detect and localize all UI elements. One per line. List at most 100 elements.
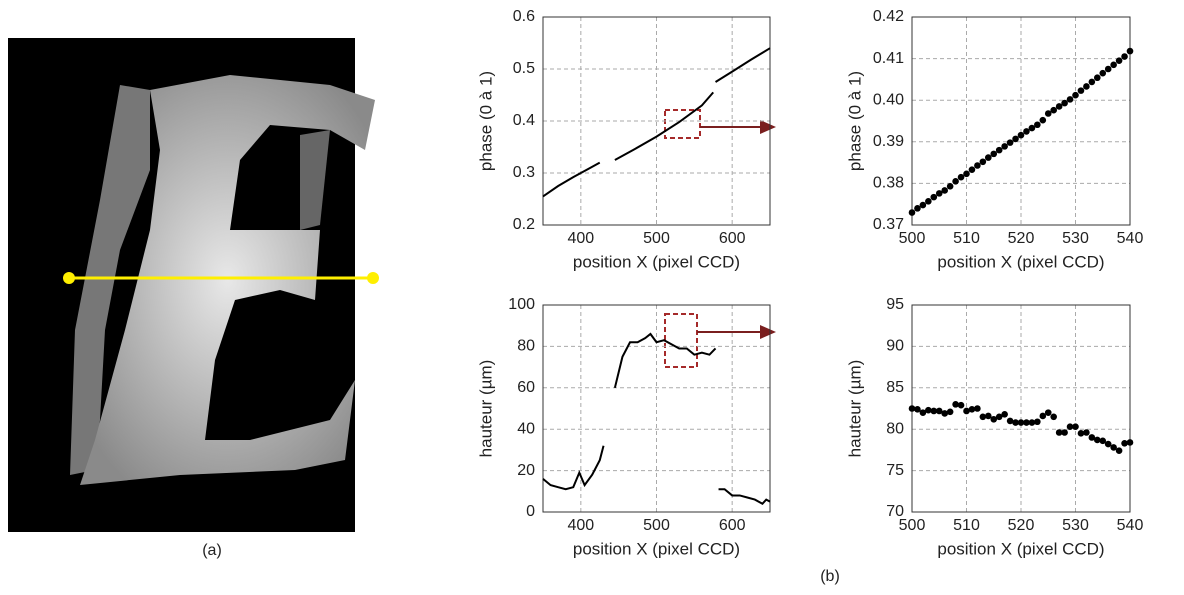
data-point (1039, 116, 1047, 124)
x-tick-label: 540 (1117, 517, 1144, 534)
data-point (990, 150, 998, 158)
data-point (963, 170, 970, 178)
data-point (1012, 135, 1019, 143)
y-tick-label: 0.37 (873, 216, 904, 233)
data-point (941, 187, 948, 194)
data-point (930, 193, 938, 201)
data-point (1034, 418, 1041, 426)
data-point (990, 415, 998, 423)
data-point (930, 407, 938, 415)
y-tick-label: 20 (517, 462, 535, 479)
x-tick-label: 500 (643, 517, 670, 534)
y-tick-label: 75 (886, 462, 904, 479)
x-axis-label: position X (pixel CCD) (937, 539, 1104, 558)
y-axis-label: phase (0 à 1) (845, 71, 864, 171)
data-point (1110, 444, 1117, 451)
data-line (542, 47, 771, 198)
data-point (946, 183, 954, 190)
data-point (995, 413, 1003, 421)
data-point (1104, 440, 1112, 448)
panel-label: (b) (820, 568, 840, 585)
x-tick-label: 400 (567, 517, 594, 534)
x-axis-label: position X (pixel CCD) (573, 252, 740, 271)
y-tick-label: 85 (886, 379, 904, 396)
y-tick-label: 90 (886, 338, 904, 355)
x-tick-label: 540 (1117, 230, 1144, 247)
data-point (935, 407, 943, 415)
data-point (1121, 439, 1128, 447)
data-point (1050, 413, 1057, 421)
data-point (1104, 65, 1112, 73)
y-tick-label: 80 (886, 420, 904, 437)
y-tick-label: 100 (508, 296, 535, 313)
y-tick-label: 0.4 (513, 112, 535, 129)
plot-frame (542, 304, 771, 513)
data-point (1077, 87, 1085, 94)
x-tick-label: 500 (899, 517, 926, 534)
plot-frame (542, 16, 771, 226)
x-tick-label: 510 (953, 230, 980, 247)
data-point (995, 146, 1003, 154)
data-point (914, 406, 921, 413)
data-point (963, 407, 970, 415)
y-tick-label: 0.38 (873, 175, 904, 192)
y-tick-label: 0.40 (873, 91, 904, 108)
data-point (952, 401, 959, 408)
data-point (1072, 91, 1079, 99)
data-point (979, 158, 987, 166)
data-point (1099, 69, 1107, 77)
data-point (1083, 429, 1090, 436)
y-tick-label: 70 (886, 503, 904, 520)
data-point (908, 209, 916, 216)
data-point (974, 162, 981, 169)
y-tick-label: 0.6 (513, 8, 535, 25)
x-tick-label: 520 (1008, 517, 1035, 534)
data-point (968, 166, 976, 173)
zoom-annotation (664, 109, 776, 368)
data-point (1126, 439, 1134, 446)
data-point (1055, 429, 1063, 436)
y-tick-label: 0.41 (873, 50, 904, 67)
y-tick-label: 0.39 (873, 133, 904, 150)
y-axis-label: hauteur (µm) (476, 360, 495, 458)
plot-frame (911, 16, 1131, 226)
data-point (1066, 423, 1074, 431)
x-tick-label: 500 (899, 230, 926, 247)
y-axis-label: phase (0 à 1) (476, 71, 495, 171)
y-tick-label: 0.5 (513, 60, 535, 77)
x-axis-label: position X (pixel CCD) (573, 539, 740, 558)
data-point (1066, 96, 1074, 103)
data-point (1044, 110, 1052, 117)
data-point (1110, 61, 1117, 69)
data-point (1115, 57, 1123, 64)
y-tick-label: 80 (517, 338, 535, 355)
data-point (935, 190, 943, 197)
y-tick-label: 0.3 (513, 164, 535, 181)
y-tick-label: 40 (517, 420, 535, 437)
x-tick-label: 530 (1062, 230, 1089, 247)
data-point (1083, 83, 1090, 90)
data-point (985, 154, 992, 161)
data-point (974, 405, 981, 412)
data-point (1050, 106, 1057, 114)
data-point (925, 406, 932, 414)
y-tick-label: 0.42 (873, 8, 904, 25)
x-tick-label: 600 (719, 517, 746, 534)
data-point (925, 197, 932, 205)
y-tick-label: 95 (886, 296, 904, 313)
data-point (1072, 423, 1079, 431)
data-point (979, 413, 987, 421)
data-point (1023, 128, 1030, 135)
data-point (1061, 429, 1068, 436)
photo (8, 38, 379, 532)
y-tick-label: 0 (526, 503, 535, 520)
data-point (908, 405, 916, 412)
data-point (919, 201, 927, 209)
x-tick-label: 510 (953, 517, 980, 534)
data-point (1012, 419, 1019, 426)
data-point (1115, 447, 1123, 455)
data-point (1055, 103, 1063, 110)
x-tick-label: 520 (1008, 230, 1035, 247)
data-point (1094, 436, 1101, 444)
